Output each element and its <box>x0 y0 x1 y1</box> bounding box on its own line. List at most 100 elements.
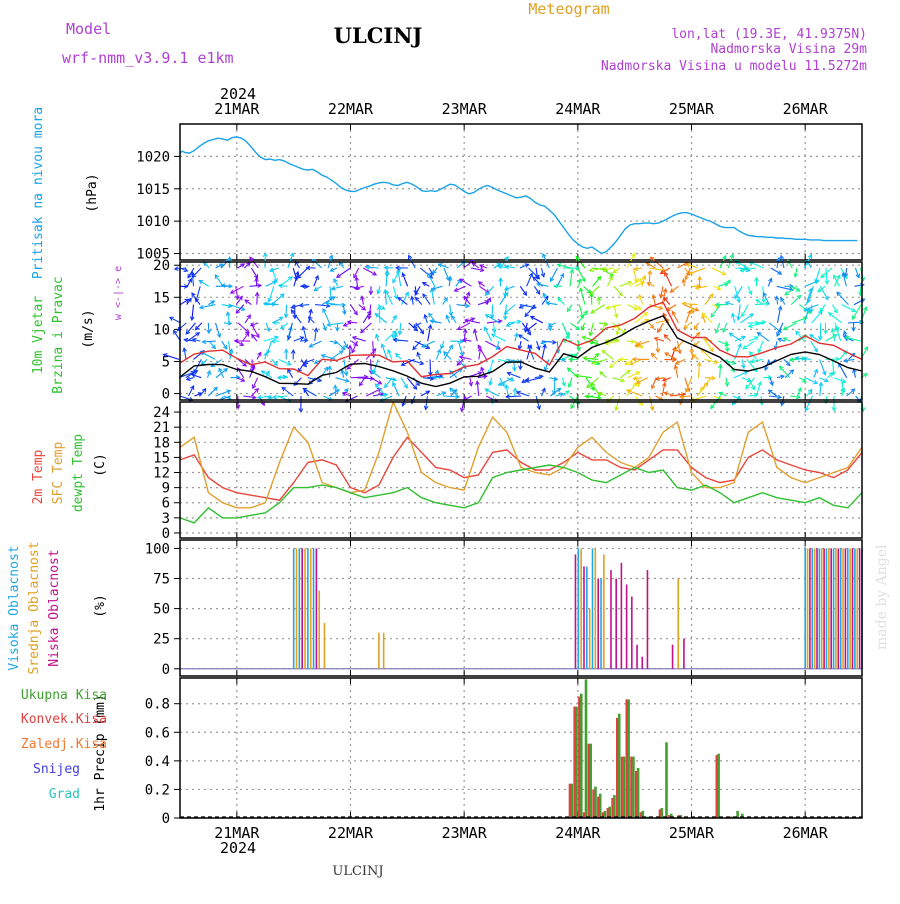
y-tick-label: 1015 <box>136 182 170 198</box>
wind-arrow <box>298 268 308 278</box>
precip-total-bar <box>608 807 611 818</box>
precip-total-bar <box>661 808 664 818</box>
y-tick-label: 0 <box>162 811 170 827</box>
precip-total-bar <box>580 694 583 818</box>
pressure-unit: (hPa) <box>85 173 100 212</box>
precip-legend-conv: Konvek.Kisa <box>21 712 107 727</box>
wind-arrow <box>614 286 622 295</box>
precip-conv-bar <box>569 784 571 818</box>
chart-type-label: Meteogram <box>528 0 609 18</box>
wind-arrow <box>699 363 700 378</box>
precip-total-bar <box>637 768 640 818</box>
wind-ylabel-2: Brzina i Pravac <box>51 276 66 393</box>
cloud-ylabel-2: Srednja Oblacnost <box>27 541 42 674</box>
x-tick-label-bottom: 25MAR <box>669 824 715 842</box>
wind-arrow <box>379 307 380 323</box>
precip-conv-bar <box>573 707 575 818</box>
precip-legend-total: Ukupna Kisa <box>21 688 107 703</box>
precip-conv-bar <box>583 812 585 818</box>
y-tick-label: 25 <box>153 632 170 648</box>
y-tick-label: 0.8 <box>145 697 170 713</box>
temp2m-line <box>180 437 862 500</box>
wind-arrow <box>758 333 770 342</box>
wind-arrow <box>805 396 812 411</box>
x-tick-label-top: 23MAR <box>442 100 488 118</box>
precip-total-bar <box>575 707 578 818</box>
wind-arrow <box>578 268 586 281</box>
wind-arrow <box>385 378 393 388</box>
y-tick-label: 50 <box>153 602 170 618</box>
wind-unit: (m/s) <box>81 309 96 348</box>
temp-ylabel-1: 2m Temp <box>31 449 46 504</box>
panel-border <box>180 262 862 400</box>
wind-arrow <box>286 305 287 318</box>
wind-arrow <box>303 388 316 396</box>
model-name: wrf-nmm_v3.9.1 e1km <box>62 49 234 67</box>
wind-arrow <box>272 294 284 305</box>
precip-conv-bar <box>716 755 718 818</box>
coords-label: lon,lat (19.3E, 41.9375N) <box>671 27 867 42</box>
wind-arrow <box>826 268 827 284</box>
y-tick-label: 75 <box>153 572 170 588</box>
temp-ylabel-2: SFC Temp <box>51 442 66 505</box>
y-tick-label: 9 <box>162 481 170 497</box>
precip-total-bar <box>623 757 626 818</box>
y-tick-label: 0.6 <box>145 725 170 741</box>
wind-arrow <box>602 350 613 359</box>
plot-area: 21MAR21MAR22MAR22MAR23MAR23MAR24MAR24MAR… <box>136 100 867 842</box>
wind-arrow <box>829 313 842 323</box>
y-tick-label: 6 <box>162 496 170 512</box>
wind-arrow <box>336 341 345 350</box>
y-tick-label: 0 <box>162 387 170 403</box>
wind-arrow <box>590 286 599 294</box>
precip-total-bar <box>571 784 574 818</box>
precip-legend-snow: Snijeg <box>33 762 80 777</box>
wind-arrow <box>729 333 741 341</box>
wind-arrow <box>257 293 258 305</box>
precip-conv-bar <box>626 699 628 818</box>
precip-conv-bar <box>630 757 632 818</box>
precip-total-bar <box>632 757 635 818</box>
wind-arrow <box>562 323 569 339</box>
precip-conv-bar <box>621 757 623 818</box>
precip-conv-bar <box>616 718 618 818</box>
x-tick-label-bottom: 21MAR <box>214 824 260 842</box>
precip-total-bar <box>627 699 630 818</box>
wind-arrow <box>820 323 821 340</box>
wind-arrow <box>349 346 350 360</box>
elevation-label: Nadmorska Visina 29m <box>710 42 867 57</box>
y-tick-label: 24 <box>153 405 170 421</box>
wind-arrow <box>291 310 301 323</box>
wind-arrow <box>705 294 713 305</box>
wind-arrow <box>312 260 322 269</box>
y-tick-label: 10 <box>153 322 170 338</box>
x-tick-label-bottom: 24MAR <box>555 824 601 842</box>
cloud-ylabel-1: Visoka Oblacnost <box>7 545 22 670</box>
wind-arrow <box>492 305 493 319</box>
wind-arrow <box>208 387 217 396</box>
precip-total-bar <box>613 795 616 818</box>
watermark: made by Angel <box>874 544 890 650</box>
y-tick-label: 12 <box>153 466 170 482</box>
precip-conv-bar <box>597 797 599 818</box>
wind-arrow <box>820 286 828 299</box>
wind-arrow <box>282 388 293 397</box>
precip-total-bar <box>717 754 720 818</box>
precip-conv-bar <box>611 798 613 818</box>
precip-total-bar <box>594 787 597 818</box>
temp-ylabel-3: dewpt Temp <box>71 434 86 512</box>
panel-border <box>180 540 862 676</box>
model-label: Model <box>66 20 111 38</box>
y-tick-label: 0 <box>162 526 170 542</box>
footer-station: ULCINJ <box>332 864 383 879</box>
wind-arrow-field <box>163 253 867 412</box>
model-elevation-label: Nadmorska Visina u modelu 11.5272m <box>601 59 867 74</box>
wind-arrow <box>593 277 601 287</box>
wind-arrow <box>591 305 605 313</box>
y-tick-label: 15 <box>153 450 170 466</box>
wind-arrow <box>578 311 587 323</box>
wind-arrow <box>366 349 376 360</box>
x-tick-label-top: 21MAR <box>214 100 260 118</box>
